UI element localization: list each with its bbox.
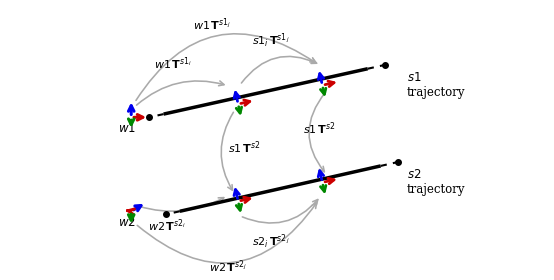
Text: $s2_i\,\mathbf{T}^{s2_j}$: $s2_i\,\mathbf{T}^{s2_j}$ bbox=[252, 233, 289, 251]
Text: $s1\,\mathbf{T}^{s2}$: $s1\,\mathbf{T}^{s2}$ bbox=[303, 120, 335, 137]
Text: $s1$
trajectory: $s1$ trajectory bbox=[407, 71, 465, 99]
Text: $w2$: $w2$ bbox=[117, 216, 136, 229]
Text: $w1\,\mathbf{T}^{s1_j}$: $w1\,\mathbf{T}^{s1_j}$ bbox=[193, 17, 232, 33]
Text: $w2\,\mathbf{T}^{s2_j}$: $w2\,\mathbf{T}^{s2_j}$ bbox=[209, 258, 248, 275]
Text: $s1\,\mathbf{T}^{s2}$: $s1\,\mathbf{T}^{s2}$ bbox=[228, 140, 261, 157]
Text: $w1$: $w1$ bbox=[117, 122, 136, 135]
Text: $s2$
trajectory: $s2$ trajectory bbox=[407, 168, 465, 196]
Text: $w1\,\mathbf{T}^{s1_i}$: $w1\,\mathbf{T}^{s1_i}$ bbox=[154, 55, 192, 72]
Text: $w2\,\mathbf{T}^{s2_i}$: $w2\,\mathbf{T}^{s2_i}$ bbox=[148, 218, 186, 234]
Text: $s1_i\,\mathbf{T}^{s1_j}$: $s1_i\,\mathbf{T}^{s1_j}$ bbox=[252, 32, 289, 50]
